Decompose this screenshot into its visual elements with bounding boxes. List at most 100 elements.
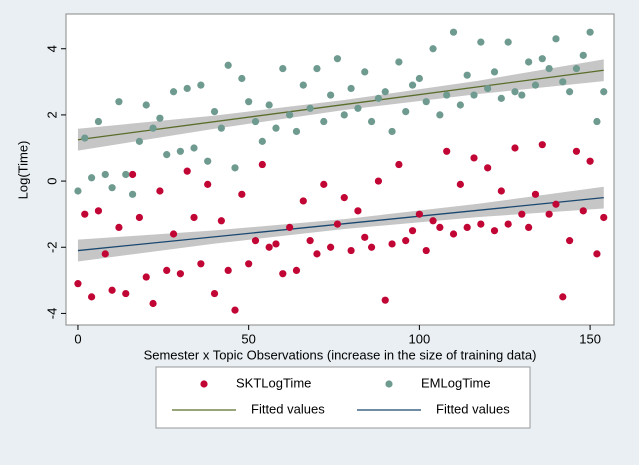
point [559, 293, 567, 301]
point [381, 296, 389, 304]
point [101, 170, 109, 179]
point [81, 134, 89, 142]
point [504, 38, 512, 46]
point [490, 227, 499, 235]
point [497, 187, 505, 195]
point [258, 160, 266, 169]
point [593, 250, 601, 258]
point [142, 273, 150, 281]
point [190, 213, 198, 222]
y-tick-label: -4 [44, 308, 59, 320]
point [122, 170, 130, 179]
point [265, 243, 273, 251]
point [415, 210, 423, 218]
point [470, 154, 478, 162]
point [163, 151, 171, 159]
point [163, 266, 171, 275]
point [115, 223, 123, 231]
point [128, 190, 137, 198]
point [367, 117, 376, 126]
point [586, 157, 594, 165]
point [292, 266, 301, 275]
point [436, 111, 444, 119]
point [272, 124, 280, 132]
point [456, 180, 464, 188]
point [600, 88, 608, 96]
legend-marker [200, 380, 208, 388]
point [299, 81, 307, 89]
x-axis-title: Semester x Topic Observations (increase … [144, 347, 537, 362]
legend-marker [385, 380, 393, 388]
point [210, 108, 219, 116]
point [388, 240, 396, 248]
point [183, 84, 191, 93]
x-tick-label: 150 [579, 331, 601, 346]
point [395, 160, 403, 169]
point [128, 170, 137, 179]
point [169, 230, 178, 238]
point [149, 124, 157, 132]
point [395, 58, 403, 66]
point [436, 223, 444, 231]
point [381, 88, 389, 96]
point [518, 210, 526, 218]
point [545, 64, 553, 73]
point [497, 94, 505, 102]
point [204, 180, 212, 188]
point [490, 68, 499, 76]
point [422, 98, 430, 106]
point [354, 104, 362, 112]
point [531, 81, 540, 89]
point [579, 207, 587, 215]
point [531, 190, 540, 198]
point [217, 124, 225, 132]
point [449, 230, 458, 238]
point [204, 157, 212, 165]
point [88, 174, 96, 182]
point [94, 207, 103, 215]
x-tick-label: 50 [241, 331, 255, 346]
point [552, 35, 560, 43]
point [224, 61, 232, 69]
point [238, 74, 246, 83]
legend-label: SKTLogTime [236, 375, 311, 390]
point [333, 55, 342, 63]
point [538, 55, 546, 63]
point [374, 177, 383, 185]
point [600, 213, 608, 222]
point [306, 237, 314, 245]
point [559, 78, 567, 86]
point [279, 64, 287, 73]
point [251, 117, 260, 126]
y-axis-title: Log(Time) [15, 141, 30, 200]
point [525, 58, 533, 66]
legend-label: EMLogTime [421, 375, 491, 390]
point [265, 101, 273, 109]
point [402, 108, 410, 116]
point [327, 91, 335, 99]
point [94, 117, 103, 126]
point [245, 260, 253, 268]
point [135, 137, 144, 145]
point [231, 164, 239, 172]
point [231, 306, 239, 314]
point [176, 270, 184, 278]
y-tick-label: -2 [44, 241, 59, 253]
point [279, 270, 287, 278]
point [320, 180, 328, 188]
point [402, 237, 410, 245]
point [197, 81, 205, 89]
point [156, 114, 164, 122]
point [538, 141, 546, 149]
point [367, 243, 376, 251]
point [449, 28, 458, 36]
point [306, 104, 314, 112]
point [572, 147, 581, 155]
point [115, 98, 123, 106]
point [477, 38, 485, 46]
point [74, 280, 82, 288]
point [443, 147, 451, 155]
point [142, 101, 150, 109]
point [286, 111, 294, 119]
